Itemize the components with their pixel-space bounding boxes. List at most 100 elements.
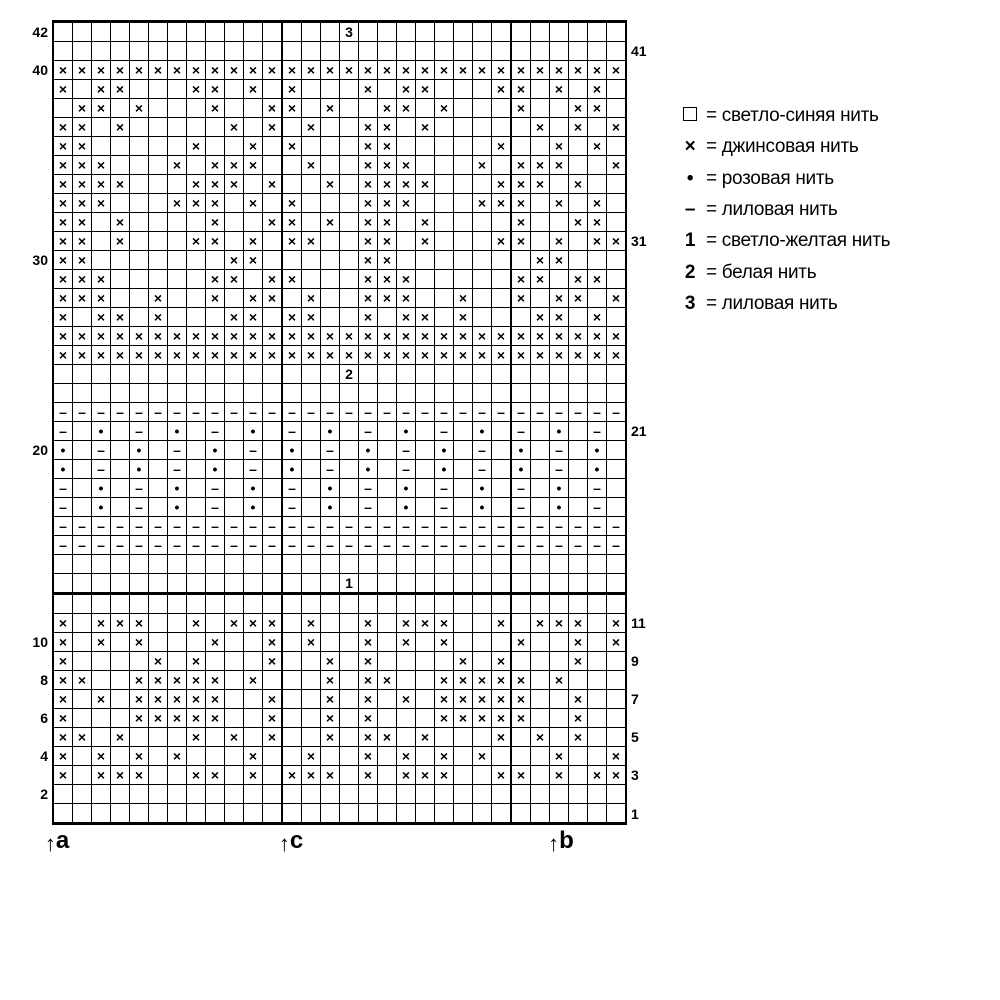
cell: × — [550, 251, 569, 270]
cell: × — [550, 614, 569, 633]
row-label-right — [626, 99, 659, 118]
cell: × — [187, 175, 206, 194]
cell: × — [569, 614, 588, 633]
cell — [397, 22, 416, 42]
cell — [130, 194, 149, 213]
cell — [416, 156, 435, 175]
cell — [569, 460, 588, 479]
cell — [416, 555, 435, 574]
cell — [263, 194, 283, 213]
cell — [302, 785, 321, 804]
cell — [225, 766, 244, 785]
row-label-right — [626, 498, 659, 517]
cell: × — [321, 327, 340, 346]
cell — [130, 785, 149, 804]
row-label-left — [20, 460, 53, 479]
cell — [588, 785, 607, 804]
cell — [111, 709, 130, 728]
cell: – — [569, 403, 588, 422]
cell: × — [550, 671, 569, 690]
cell — [416, 99, 435, 118]
cell — [454, 156, 473, 175]
cell: × — [53, 709, 73, 728]
cell — [340, 633, 359, 652]
cell — [187, 156, 206, 175]
cell — [263, 42, 283, 61]
cell — [244, 99, 263, 118]
cell — [302, 804, 321, 824]
cell — [607, 652, 627, 671]
cell: × — [550, 346, 569, 365]
cell: • — [92, 498, 111, 517]
cell: × — [53, 156, 73, 175]
cell: × — [244, 137, 263, 156]
cell: × — [531, 346, 550, 365]
cell: × — [492, 690, 512, 709]
cell: – — [588, 422, 607, 441]
cell: × — [359, 633, 378, 652]
cell: × — [130, 614, 149, 633]
row-label-left — [20, 327, 53, 346]
cell — [531, 232, 550, 251]
cell: • — [282, 460, 302, 479]
cell — [73, 384, 92, 403]
legend-row: 3 = лиловая нить — [679, 288, 890, 319]
cell — [435, 251, 454, 270]
cell — [302, 422, 321, 441]
cell: × — [187, 346, 206, 365]
cell — [550, 22, 569, 42]
cell — [340, 270, 359, 289]
cell — [492, 289, 512, 308]
cell — [244, 728, 263, 747]
cell — [397, 251, 416, 270]
cell — [130, 156, 149, 175]
cell — [340, 213, 359, 232]
cell: – — [531, 517, 550, 536]
cell: × — [492, 652, 512, 671]
row-label-left — [20, 137, 53, 156]
cell: – — [359, 479, 378, 498]
cell — [73, 766, 92, 785]
cell — [454, 251, 473, 270]
cell: × — [130, 766, 149, 785]
cell: – — [454, 517, 473, 536]
cell: × — [92, 633, 111, 652]
cell — [168, 574, 187, 594]
cell — [149, 22, 168, 42]
cell — [225, 365, 244, 384]
cell — [531, 555, 550, 574]
cell — [569, 194, 588, 213]
cell: × — [282, 80, 302, 99]
cell: • — [359, 441, 378, 460]
cell: – — [282, 422, 302, 441]
cell — [263, 365, 283, 384]
cell: × — [149, 671, 168, 690]
cell — [492, 633, 512, 652]
cell — [607, 460, 627, 479]
cell — [92, 251, 111, 270]
cell — [473, 118, 492, 137]
cell: × — [168, 194, 187, 213]
cell: × — [321, 766, 340, 785]
cell — [550, 555, 569, 574]
cell — [321, 365, 340, 384]
cell — [511, 594, 531, 614]
cell — [607, 498, 627, 517]
cell: × — [302, 61, 321, 80]
cell: – — [397, 536, 416, 555]
cell: – — [473, 536, 492, 555]
cell — [473, 365, 492, 384]
cell — [607, 42, 627, 61]
row-label-right — [626, 384, 659, 403]
cell: × — [378, 289, 397, 308]
cell: × — [53, 194, 73, 213]
cell: × — [53, 175, 73, 194]
arrow-marker: ↑a — [45, 827, 69, 855]
row-label-right — [626, 403, 659, 422]
cell: × — [282, 213, 302, 232]
row-label-right — [626, 194, 659, 213]
cell — [244, 652, 263, 671]
cell: × — [92, 80, 111, 99]
cell: – — [607, 403, 627, 422]
cell: × — [302, 346, 321, 365]
